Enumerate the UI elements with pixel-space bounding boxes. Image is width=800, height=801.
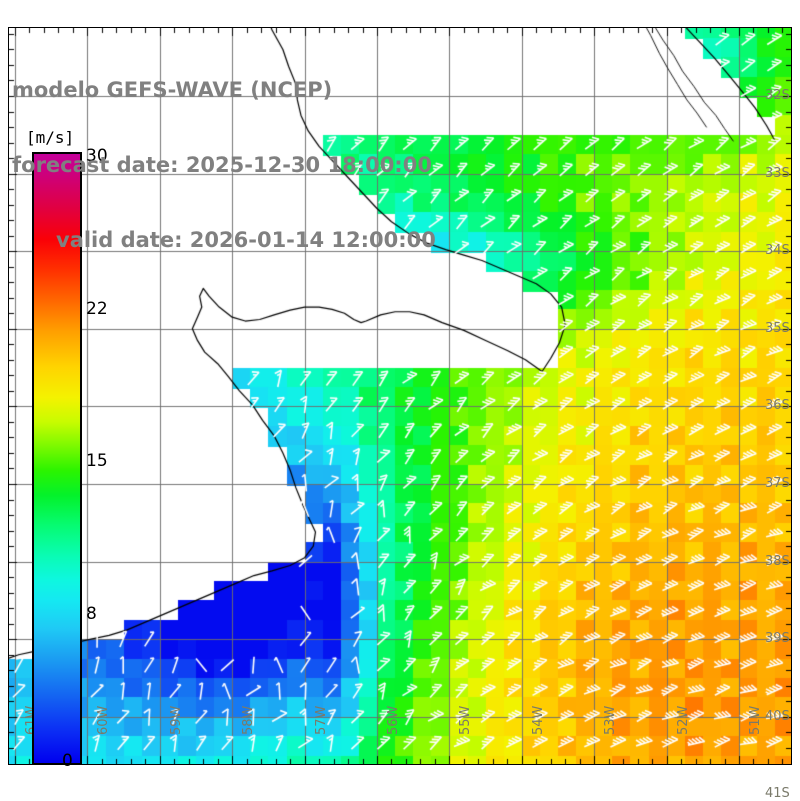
colorbar-tick-8: 8 (86, 604, 97, 624)
map-plot-frame (8, 27, 792, 765)
lat-label-41s: 41S (765, 786, 790, 801)
colorbar-tick-0: 0 (62, 751, 73, 771)
colorbar-gradient (32, 152, 82, 765)
colorbar-tick-22: 22 (86, 299, 108, 319)
colorbar (32, 152, 82, 765)
colorbar-tick-15: 15 (86, 451, 108, 471)
wind-speed-field-canvas (9, 28, 791, 764)
colorbar-tick-30: 30 (86, 146, 108, 166)
colorbar-unit-label: [m/s] (26, 128, 75, 147)
